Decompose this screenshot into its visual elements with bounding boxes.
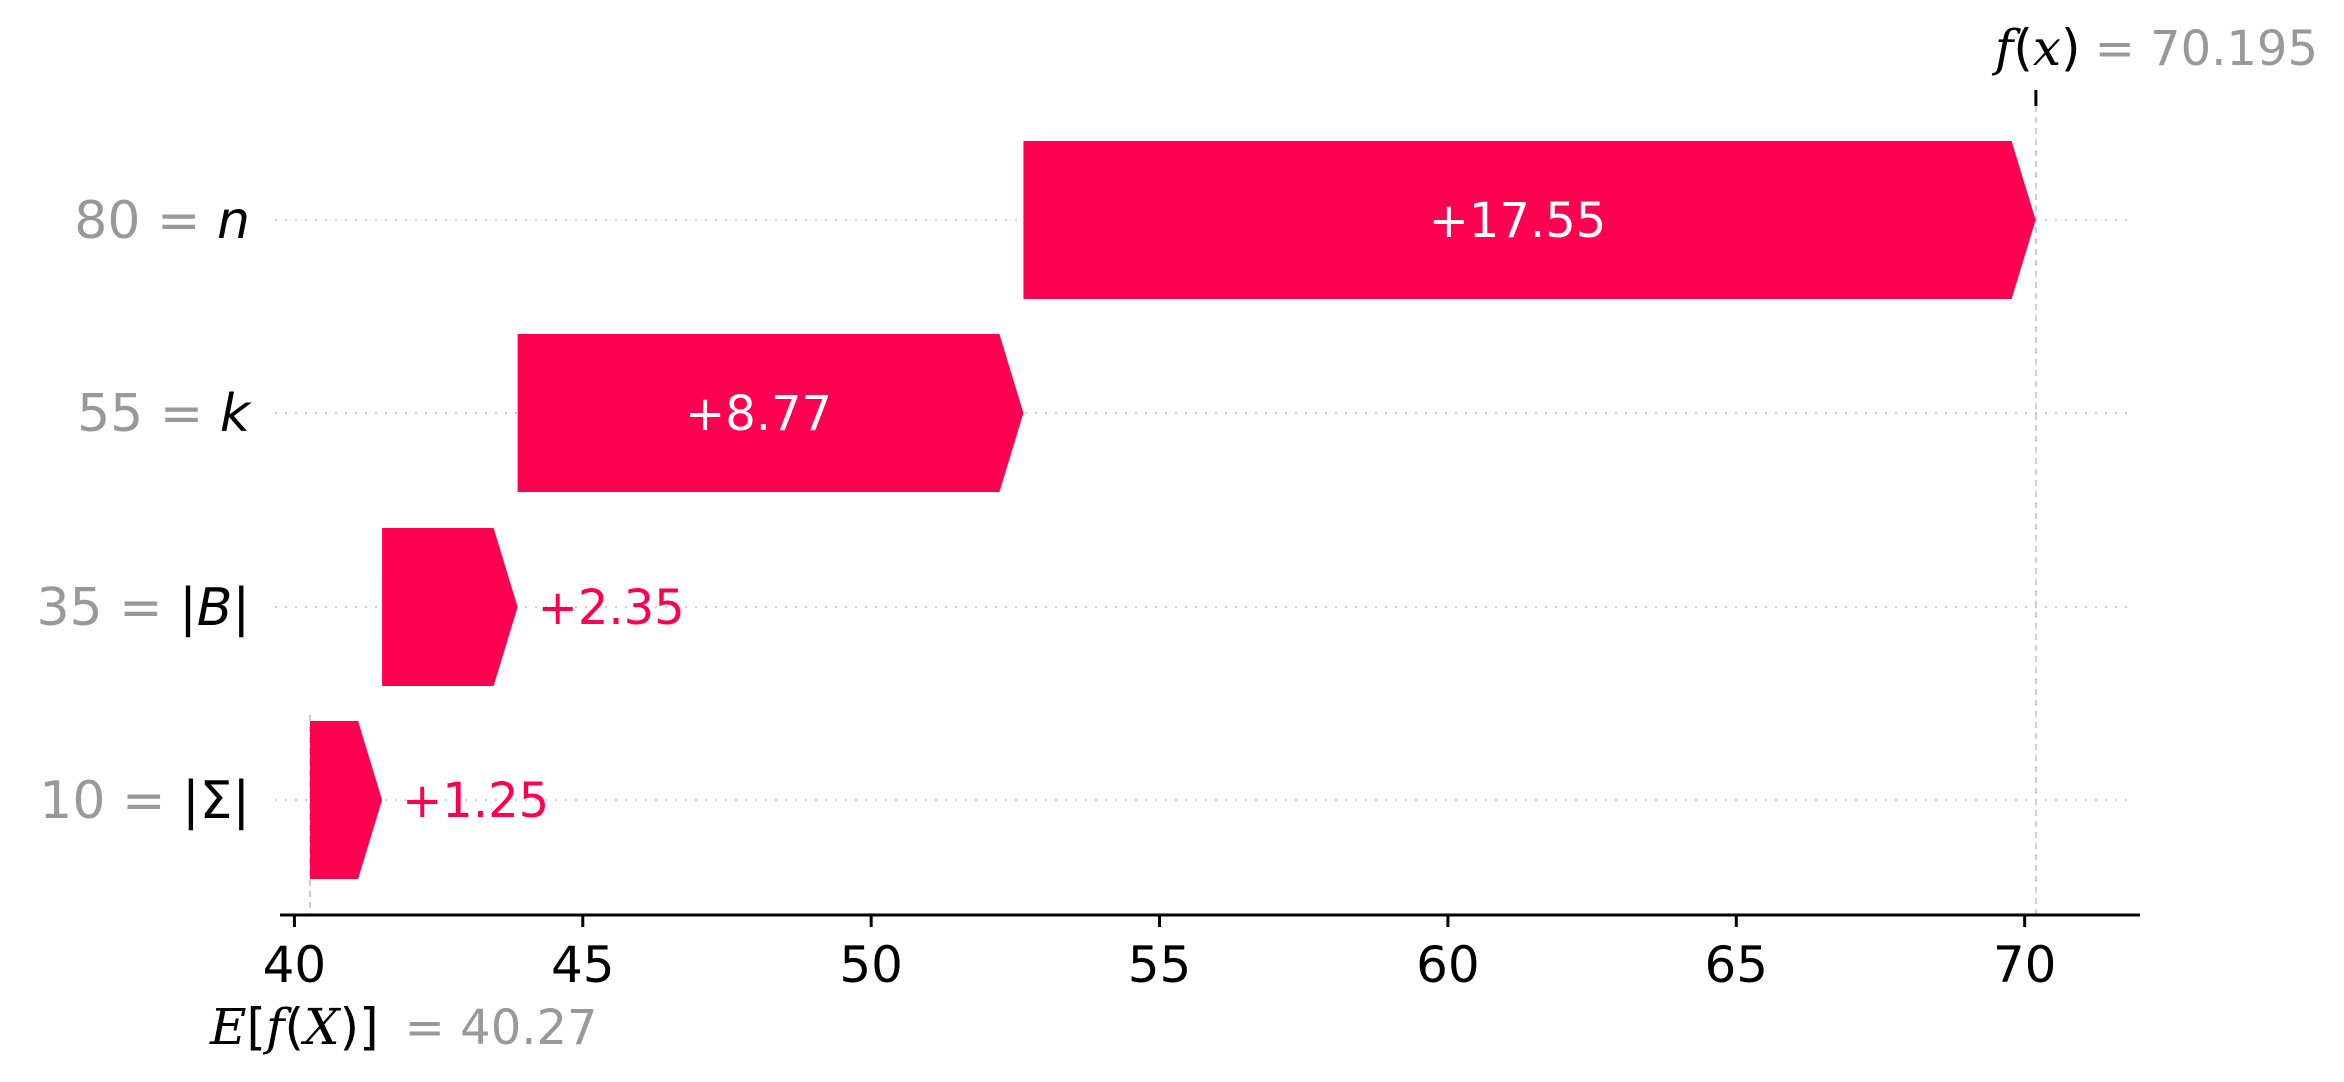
fx-annotation: f(x) = 70.195 xyxy=(1991,19,2318,77)
bar-55 xyxy=(517,334,1024,492)
x-tick-label: 40 xyxy=(263,936,327,994)
feature-value: 55 = xyxy=(77,384,220,444)
feature-label: 10 = |Σ| xyxy=(39,771,250,831)
feature-name: |Σ| xyxy=(182,771,250,831)
bar-value-label: +8.77 xyxy=(685,386,832,442)
feature-value: 10 = xyxy=(39,771,182,831)
x-tick-label: 65 xyxy=(1704,936,1768,994)
efx-expect: E xyxy=(209,998,247,1056)
bar-80 xyxy=(1023,141,2036,299)
efx-value: = 40.27 xyxy=(405,1000,598,1056)
feature-value: 80 = xyxy=(74,191,217,251)
efx-arg: X xyxy=(300,998,342,1056)
x-tick-label: 55 xyxy=(1128,936,1192,994)
x-axis: 40 45 50 55 60 65 70 xyxy=(263,913,2140,994)
bar-35 xyxy=(382,528,518,686)
x-tick-label: 60 xyxy=(1416,936,1480,994)
feature-name: k xyxy=(220,384,252,444)
feature-name: |B| xyxy=(179,578,250,638)
bar-value-label: +17.55 xyxy=(1429,193,1607,249)
fx-arg: x xyxy=(2033,19,2061,77)
bars xyxy=(309,141,2036,879)
feature-label: 80 = n xyxy=(74,191,250,251)
efx-annotation: E[f(X)] = 40.27 xyxy=(209,998,598,1056)
x-tick-label: 45 xyxy=(551,936,615,994)
grid-layer xyxy=(275,219,2135,801)
feature-label: 55 = k xyxy=(77,384,252,444)
bar-value-label: +1.25 xyxy=(402,773,549,829)
x-tick-label: 50 xyxy=(839,936,903,994)
feature-name: n xyxy=(217,191,250,251)
bar-value-label: +2.35 xyxy=(538,580,685,636)
bar-10 xyxy=(309,721,383,879)
x-tick-label: 70 xyxy=(1993,936,2057,994)
feature-label: 35 = |B| xyxy=(36,578,250,638)
fx-value: = 70.195 xyxy=(2095,21,2318,77)
feature-value: 35 = xyxy=(36,578,179,638)
feature-labels: +1.25 10 = |Σ| +2.35 35 = |B| +8.77 55 = k +17… xyxy=(36,191,1606,831)
